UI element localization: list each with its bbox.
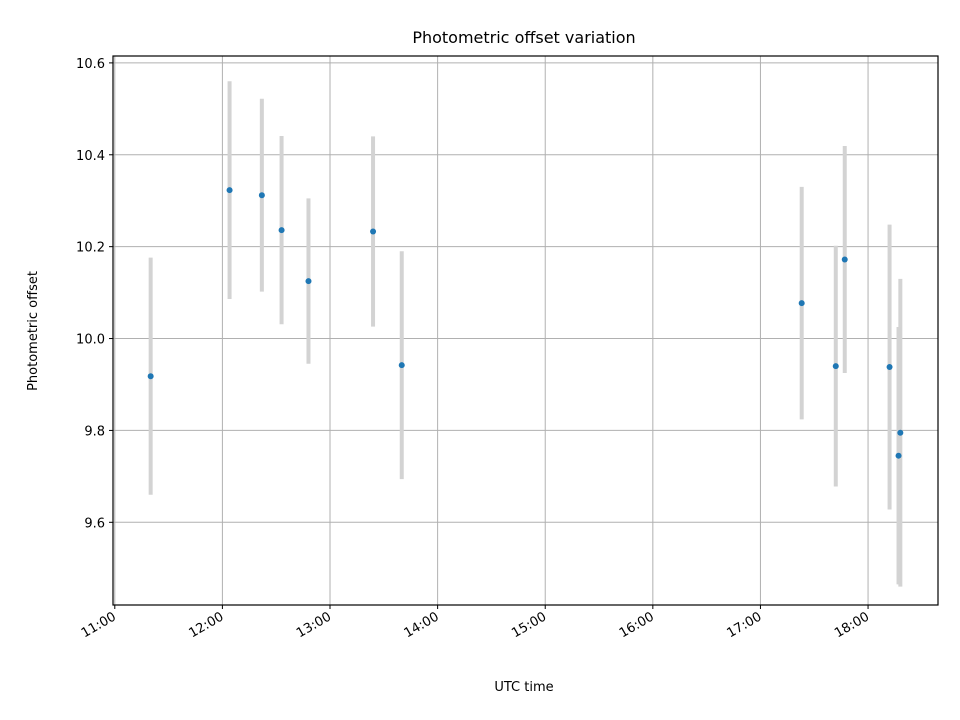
y-tick-label: 10.6 xyxy=(76,57,105,72)
y-axis-ticks: 9.6 9.8 10.0 10.2 10.4 10.6 xyxy=(76,57,113,531)
y-tick-label: 9.8 xyxy=(84,424,105,439)
x-tick-label: 14:00 xyxy=(402,609,442,641)
data-point xyxy=(226,187,233,194)
grid xyxy=(113,56,938,605)
x-tick-label: 15:00 xyxy=(509,609,549,641)
data-point xyxy=(305,278,312,285)
x-tick-label: 17:00 xyxy=(724,609,764,641)
x-axis-label: UTC time xyxy=(494,680,553,695)
x-tick-label: 13:00 xyxy=(294,609,334,641)
data-point xyxy=(370,228,377,235)
x-axis-ticks: 11:00 12:00 13:00 14:00 15:00 16:00 17:00 18:00 xyxy=(79,605,872,641)
x-tick-label: 16:00 xyxy=(617,609,657,641)
data-point xyxy=(398,362,405,369)
data-point xyxy=(278,227,285,234)
data-point xyxy=(841,256,848,263)
errorbars xyxy=(148,81,903,587)
data-points xyxy=(147,187,904,459)
y-axis-label: Photometric offset xyxy=(26,271,41,391)
data-point xyxy=(895,452,902,459)
data-point xyxy=(798,300,805,307)
plot-frame xyxy=(112,55,939,606)
y-tick-label: 10.0 xyxy=(76,333,105,348)
data-point xyxy=(258,192,265,199)
y-tick-label: 10.2 xyxy=(76,241,105,256)
chart-title: Photometric offset variation xyxy=(412,28,635,47)
y-tick-label: 10.4 xyxy=(76,149,105,164)
data-point xyxy=(897,429,904,436)
x-tick-label: 11:00 xyxy=(79,609,119,641)
x-tick-label: 18:00 xyxy=(832,609,872,641)
y-tick-label: 9.6 xyxy=(84,516,105,531)
data-point xyxy=(886,364,893,371)
data-point xyxy=(147,373,154,380)
data-point xyxy=(832,363,839,370)
x-tick-label: 12:00 xyxy=(186,609,226,641)
